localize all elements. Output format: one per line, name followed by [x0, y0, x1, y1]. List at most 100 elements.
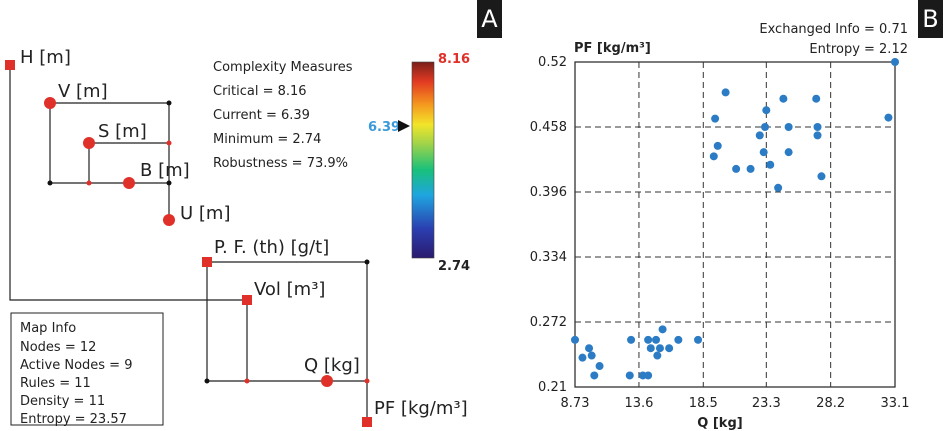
- scatter-point: [644, 335, 653, 344]
- junction-dot: [166, 100, 172, 106]
- complexity-title: Complexity Measures: [213, 60, 353, 75]
- map-info-nodes: Nodes = 12: [20, 340, 96, 355]
- scatter-point: [652, 335, 661, 344]
- scatter-point: [746, 164, 755, 173]
- node-pf-square: [362, 417, 372, 427]
- scatter-point: [813, 123, 822, 131]
- scatter-point: [812, 94, 821, 103]
- node-label-pf-th: P. F. (th) [g/t]: [214, 237, 329, 258]
- junction-dot: [364, 259, 370, 265]
- complexity-current: Current = 6.39: [213, 108, 310, 123]
- y-tick-label: 0.21: [538, 380, 567, 395]
- node-vol-square: [242, 295, 252, 305]
- node-label-h: H [m]: [20, 47, 71, 68]
- scatter-point: [884, 113, 893, 122]
- map-info-title: Map Info: [20, 321, 76, 336]
- junction-dot: [166, 140, 172, 146]
- scatter-point: [571, 335, 579, 344]
- scatter-point: [658, 325, 667, 334]
- node-label-u: U [m]: [180, 203, 230, 224]
- map-edge-s-frame: [88, 142, 169, 183]
- x-axis-title: Q [kg]: [697, 416, 742, 431]
- color-scale-max-label: 8.16: [438, 52, 470, 67]
- scatter-point: [761, 123, 770, 131]
- complexity-minimum: Minimum = 2.74: [213, 132, 321, 147]
- scatter-point: [694, 335, 703, 344]
- scatter-point: [732, 164, 741, 173]
- color-scale-current-label: 6.39: [368, 120, 400, 135]
- scatter-point: [711, 114, 720, 123]
- scatter-point: [585, 344, 594, 353]
- node-u-circle: [163, 214, 175, 226]
- node-v-circle: [44, 97, 56, 109]
- node-q-circle: [321, 375, 333, 387]
- scatter-info: Exchanged Info = 0.71 Entropy = 2.12: [759, 22, 908, 57]
- scatter-point: [595, 362, 604, 371]
- scatter-point: [762, 106, 771, 115]
- y-tick-label: 0.334: [530, 250, 567, 265]
- map-info-rules: Rules = 11: [20, 376, 91, 391]
- scatter-point: [709, 152, 718, 161]
- scatter-point: [813, 131, 822, 140]
- complexity-robustness: Robustness = 73.9%: [213, 156, 348, 171]
- panel-b-label: B: [918, 0, 943, 38]
- color-scale-min-label: 2.74: [438, 259, 470, 274]
- x-tick-label: 13.6: [624, 396, 653, 411]
- scatter-point: [774, 183, 783, 192]
- x-tick-label: 33.1: [881, 396, 910, 411]
- color-scale: 8.16 2.74 6.39: [368, 52, 470, 274]
- x-tick-label: 28.2: [816, 396, 845, 411]
- complexity-measures: Complexity Measures Critical = 8.16 Curr…: [213, 60, 353, 171]
- complexity-critical: Critical = 8.16: [213, 84, 307, 99]
- scatter-point: [646, 344, 655, 353]
- scatter-entropy: Entropy = 2.12: [809, 42, 908, 57]
- node-label-q: Q [kg]: [304, 355, 360, 376]
- map-nodes: [5, 60, 372, 427]
- junction-dot: [86, 180, 92, 186]
- map-info-frame: [10, 312, 164, 426]
- y-tick-label: 0.396: [530, 185, 567, 200]
- map-node-labels: H [m] V [m] S [m] B [m] U [m] P. F. (th)…: [20, 47, 468, 419]
- map-info-active-nodes: Active Nodes = 9: [20, 358, 132, 373]
- y-tick-label: 0.458: [530, 120, 567, 135]
- scatter-point: [759, 148, 768, 157]
- junction-dot: [204, 378, 210, 384]
- scatter-point: [653, 351, 662, 360]
- map-edge-h-vol: [9, 65, 247, 301]
- junction-dot: [47, 180, 53, 186]
- scatter-point: [817, 172, 826, 181]
- map-info-entropy: Entropy = 23.57: [20, 412, 127, 427]
- node-h-square: [5, 60, 15, 70]
- y-tick-label: 0.52: [538, 55, 567, 70]
- scatter-point: [625, 371, 634, 380]
- scatter-point: [779, 94, 788, 103]
- node-label-b: B [m]: [140, 160, 190, 181]
- node-label-vol: Vol [m³]: [254, 279, 325, 300]
- scatter-point: [578, 353, 587, 362]
- node-label-v: V [m]: [58, 81, 108, 102]
- exchanged-info: Exchanged Info = 0.71: [759, 22, 908, 37]
- x-tick-label: 18.5: [689, 396, 718, 411]
- map-info-box: Map Info Nodes = 12 Active Nodes = 9 Rul…: [10, 312, 164, 427]
- scatter-point: [891, 58, 899, 66]
- panel-a-label: A: [477, 0, 502, 38]
- scatter-point: [587, 351, 596, 360]
- node-s-circle: [83, 137, 95, 149]
- node-label-pf: PF [kg/m³]: [374, 398, 468, 419]
- x-tick-label: 8.73: [561, 396, 590, 411]
- x-tick-label: 23.3: [752, 396, 781, 411]
- plot-frame: [574, 61, 896, 388]
- scatter-point: [755, 131, 764, 140]
- y-tick-label: 0.272: [530, 315, 567, 330]
- scatter-point: [713, 141, 722, 150]
- junction-dot: [166, 180, 172, 186]
- junction-dot: [364, 378, 370, 384]
- scatter-plot: PF [kg/m³] Q [kg] 8.73 13.6 18.5 23.3 28.2 33…: [530, 41, 910, 431]
- junction-dot: [244, 378, 250, 384]
- y-axis-title: PF [kg/m³]: [574, 41, 651, 56]
- scatter-point: [655, 344, 664, 353]
- node-label-s: S [m]: [98, 121, 147, 142]
- color-scale-pointer: [398, 120, 410, 133]
- scatter-point: [644, 371, 653, 380]
